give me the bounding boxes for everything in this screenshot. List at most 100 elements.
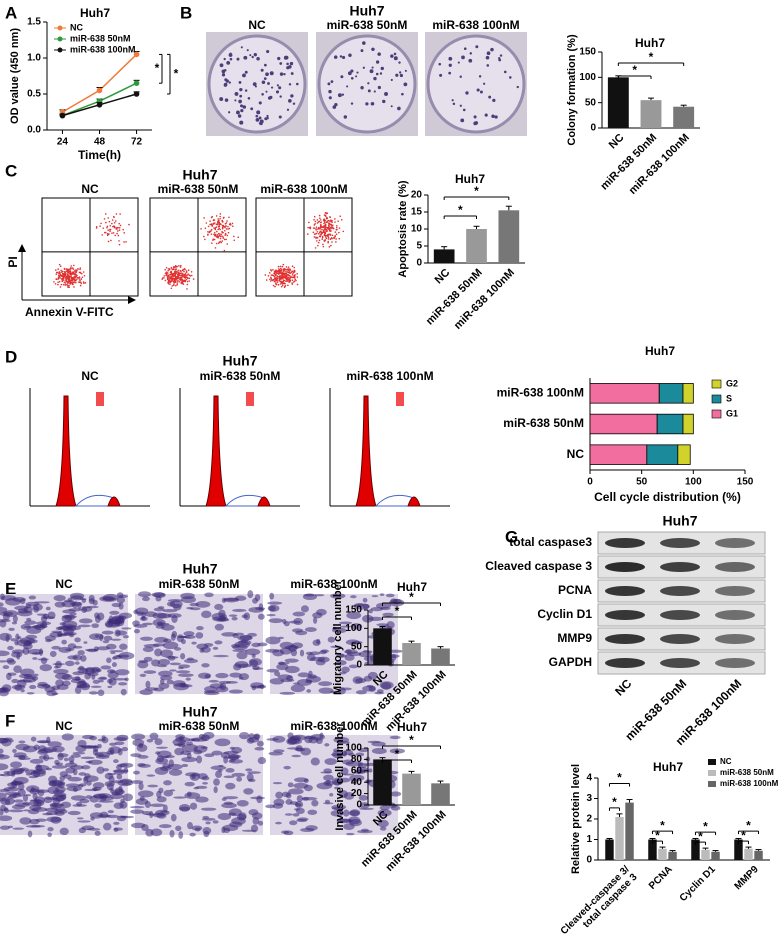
cell	[272, 735, 286, 743]
y-tick-label: 5	[416, 241, 422, 252]
event	[317, 241, 320, 244]
event	[73, 273, 76, 276]
cell	[44, 807, 58, 812]
cell	[0, 606, 8, 613]
event	[167, 281, 169, 284]
event	[285, 274, 288, 277]
cell	[7, 782, 18, 787]
cell	[54, 672, 71, 680]
event	[323, 234, 326, 237]
y-axis-label: OD value (450 nm)	[9, 28, 21, 124]
colony	[468, 58, 473, 63]
cell	[72, 804, 87, 807]
cell	[74, 661, 80, 665]
arrowhead	[18, 244, 26, 252]
significance: *	[612, 795, 617, 809]
event	[278, 268, 281, 271]
cell	[310, 733, 325, 741]
legend-marker	[57, 47, 63, 53]
cell	[201, 610, 212, 619]
cell	[179, 806, 191, 811]
event	[66, 273, 69, 275]
cell	[106, 643, 117, 650]
event	[334, 221, 336, 223]
cell	[310, 757, 320, 766]
cell	[67, 643, 77, 650]
cell	[306, 653, 316, 662]
event	[95, 227, 98, 229]
event	[325, 234, 328, 237]
cell	[311, 799, 319, 807]
event	[315, 226, 318, 228]
cell	[343, 809, 350, 817]
event	[55, 273, 58, 275]
colony	[279, 95, 282, 98]
cell	[118, 815, 135, 819]
cell	[214, 603, 224, 611]
image-label: miR-638 100nM	[290, 719, 377, 733]
event	[313, 236, 316, 238]
cell	[42, 613, 50, 619]
event	[277, 283, 280, 286]
event	[118, 243, 121, 246]
colony	[228, 53, 233, 57]
cell	[188, 738, 195, 742]
colony	[327, 82, 331, 86]
cell	[77, 667, 86, 671]
legend-label: S	[726, 393, 732, 403]
colony	[398, 61, 401, 64]
legend-label: miR-638 100nM	[720, 779, 779, 788]
cell	[137, 661, 149, 669]
event	[77, 268, 79, 270]
cell	[67, 597, 73, 602]
image-title: Huh7	[223, 353, 258, 369]
event	[62, 272, 65, 275]
cell	[0, 815, 13, 822]
event	[283, 275, 286, 278]
cell	[239, 731, 250, 740]
event	[174, 281, 176, 284]
cell	[201, 817, 216, 821]
cell	[336, 740, 350, 744]
event	[73, 286, 75, 288]
cell	[46, 767, 53, 771]
event	[114, 220, 117, 222]
cell	[46, 736, 51, 744]
cell	[314, 594, 325, 597]
event	[103, 218, 106, 220]
cell	[248, 733, 255, 739]
cell	[59, 622, 67, 626]
cell	[200, 734, 210, 742]
event	[101, 234, 104, 236]
cell	[247, 632, 258, 637]
cell	[371, 741, 386, 747]
blot-row-label: total caspase3	[509, 535, 592, 549]
event	[185, 271, 188, 274]
y-tick-label: 10	[411, 224, 423, 235]
event	[173, 266, 176, 268]
event	[322, 230, 325, 233]
cell	[166, 679, 174, 685]
cell	[54, 759, 60, 766]
event	[323, 214, 326, 216]
event	[325, 237, 328, 240]
event	[217, 218, 219, 220]
event	[62, 279, 65, 281]
cell	[59, 633, 75, 636]
colony	[226, 60, 231, 65]
event	[320, 225, 322, 227]
colony	[278, 115, 282, 119]
band	[660, 658, 700, 668]
cell	[265, 636, 281, 645]
cell	[133, 770, 140, 775]
event	[174, 284, 177, 287]
y-tick-label: 2	[586, 814, 592, 825]
cell	[74, 637, 81, 643]
event	[175, 279, 178, 281]
cell	[101, 630, 114, 635]
band	[715, 610, 755, 620]
colony	[258, 101, 262, 105]
cell	[284, 645, 299, 650]
colony	[290, 94, 294, 98]
cell	[132, 620, 140, 627]
